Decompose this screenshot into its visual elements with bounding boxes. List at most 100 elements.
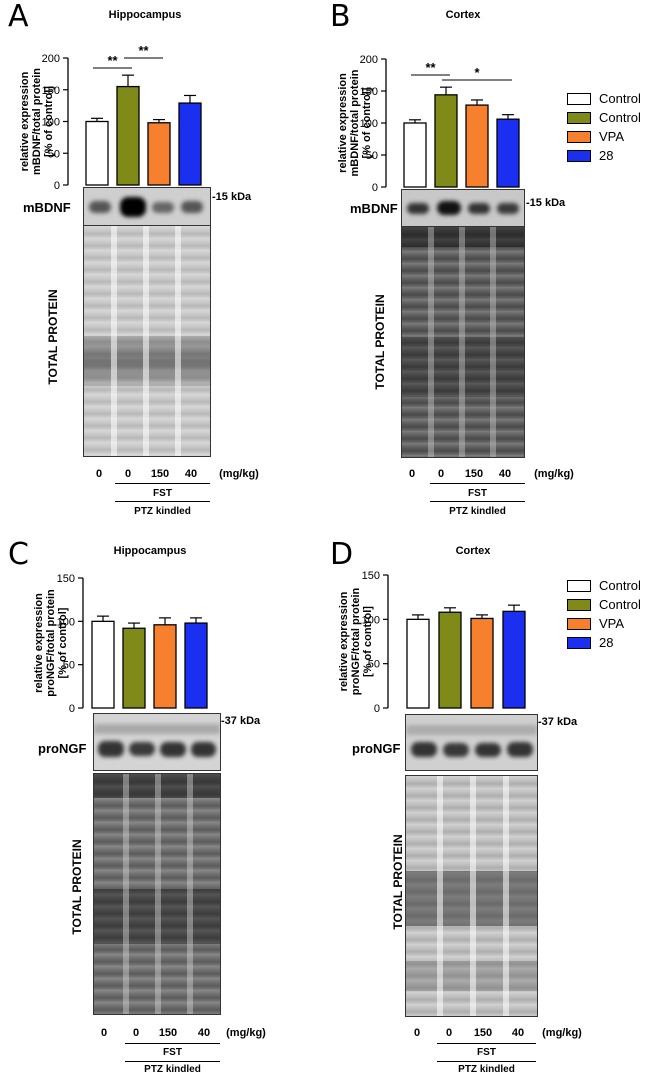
blot-label-a: mBDNF <box>23 200 71 215</box>
legend-swatch <box>567 598 591 611</box>
divider <box>125 1061 220 1062</box>
bar <box>153 624 177 709</box>
western-blot-band-d <box>405 714 538 771</box>
y-tick-label: 0 <box>54 180 60 192</box>
y-tick-label: 150 <box>360 86 378 98</box>
legend-item: Control <box>567 89 641 108</box>
legend-label: Control <box>599 597 641 612</box>
legend-item: Control <box>567 595 641 614</box>
total-protein-label-a: TOTAL PROTEIN <box>46 289 60 385</box>
y-axis-label: relative expression <box>337 73 349 173</box>
dose-label: 0 <box>408 468 416 480</box>
legend-label: Control <box>599 110 641 125</box>
bar <box>403 122 427 188</box>
chart-c: Hippocampus relative expression proNGF/tot… <box>33 545 208 715</box>
dose-unit: (mg/kg) <box>226 1027 266 1039</box>
legend-swatch <box>567 636 591 649</box>
significance-label: ** <box>107 53 118 68</box>
legend-swatch <box>567 617 591 630</box>
total-protein-blot-d <box>405 775 538 1017</box>
y-tick-label: 100 <box>360 118 378 130</box>
legend-item: Control <box>567 576 641 595</box>
legend-swatch <box>567 111 591 124</box>
dose-unit: (mg/kg) <box>542 1027 582 1039</box>
y-tick-label: 100 <box>362 614 380 626</box>
chart-title: Hippocampus <box>109 9 182 21</box>
legend-item: VPA <box>567 127 641 146</box>
legend-item: VPA <box>567 614 641 633</box>
legend-item: 28 <box>567 146 641 165</box>
bar <box>465 104 489 188</box>
y-tick-label: 100 <box>42 117 60 129</box>
legend-label: 28 <box>599 148 614 163</box>
legend-label: Control <box>599 91 641 106</box>
divider <box>115 483 210 484</box>
bar <box>496 118 520 188</box>
bar <box>438 611 462 709</box>
blot-label-d: proNGF <box>352 741 401 756</box>
dose-label: 0 <box>124 468 132 480</box>
total-protein-label-b: TOTAL PROTEIN <box>373 294 387 390</box>
legend-item: Control <box>567 108 641 127</box>
divider <box>125 1043 220 1044</box>
legend-label: VPA <box>599 129 625 144</box>
bar <box>184 622 208 709</box>
group-label-fst: FST <box>468 488 487 499</box>
kda-marker-b: -15 kDa <box>526 197 566 209</box>
legend-swatch <box>567 149 591 162</box>
bar <box>91 620 115 709</box>
group-label-fst: FST <box>153 488 172 499</box>
y-axis-label: relative expression <box>19 71 31 171</box>
y-axis-label: mBDNF/total protein <box>349 69 361 176</box>
dose-label: 0 <box>132 1027 140 1039</box>
kda-marker-a: -15 kDa <box>212 191 252 203</box>
legend-item: 28 <box>567 633 641 652</box>
western-blot-band-c <box>93 713 221 771</box>
y-tick-label: 0 <box>374 703 380 715</box>
y-tick-label: 150 <box>57 573 75 585</box>
y-tick-label: 50 <box>368 659 380 671</box>
legend-swatch <box>567 92 591 105</box>
chart-d: Cortex relative expression proNGF/total pr… <box>338 545 526 715</box>
y-tick-label: 100 <box>57 616 75 628</box>
panel-letter-a: A <box>8 0 29 34</box>
divider <box>430 501 525 502</box>
y-axis-label: mBDNF/total protein <box>31 68 43 175</box>
dose-label: 150 <box>150 468 170 480</box>
dose-label: 150 <box>158 1027 178 1039</box>
dose-label: 40 <box>197 1027 211 1039</box>
chart-b: Cortex relative expression mBDNF/total pro… <box>337 9 520 194</box>
legend-bottom: Control Control VPA 28 <box>567 576 641 652</box>
kda-marker-d: -37 kDa <box>538 716 578 728</box>
legend-swatch <box>567 130 591 143</box>
group-label-ptz: PTZ kindled <box>458 1064 515 1075</box>
y-tick-label: 50 <box>63 660 75 672</box>
panel-letter-d: D <box>330 537 354 572</box>
total-protein-blot-c <box>93 773 221 1015</box>
dose-label: 0 <box>95 468 103 480</box>
y-tick-label: 150 <box>42 85 60 97</box>
dose-label: 0 <box>437 468 445 480</box>
legend-swatch <box>567 579 591 592</box>
dose-unit: (mg/kg) <box>534 468 574 480</box>
dose-label: 0 <box>445 1027 453 1039</box>
bar <box>434 94 458 188</box>
y-tick-label: 200 <box>42 53 60 65</box>
divider <box>430 483 525 484</box>
y-axis-label: [% of control] <box>362 606 374 677</box>
significance-label: * <box>474 65 480 80</box>
divider <box>437 1061 536 1062</box>
y-axis-label: relative expression <box>338 591 350 691</box>
dose-unit: (mg/kg) <box>219 468 259 480</box>
y-axis-label: [% of control] <box>57 607 69 678</box>
bar <box>147 122 171 186</box>
group-label-fst: FST <box>163 1047 182 1058</box>
y-axis-label: proNGF/total protein <box>45 589 57 697</box>
bar <box>116 85 140 186</box>
y-tick-label: 0 <box>372 182 378 194</box>
panel-letter-b: B <box>330 0 351 34</box>
bar <box>178 102 202 186</box>
y-tick-label: 50 <box>366 150 378 162</box>
blot-label-c: proNGF <box>38 741 87 756</box>
bar <box>470 617 494 709</box>
